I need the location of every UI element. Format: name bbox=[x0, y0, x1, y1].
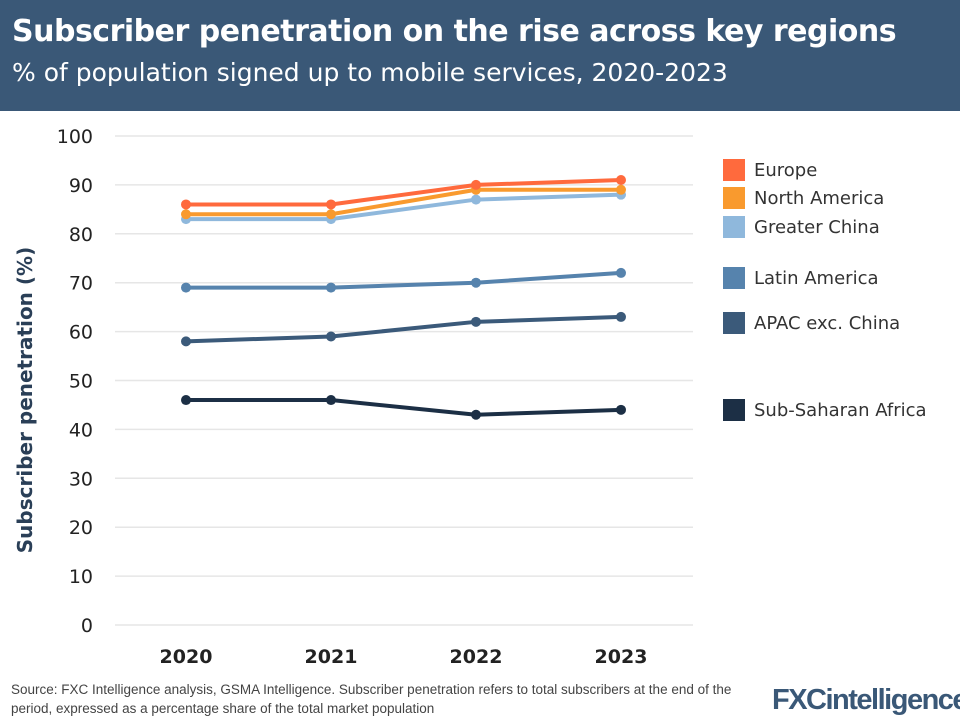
legend-label: APAC exc. China bbox=[754, 312, 901, 334]
y-tick-label: 30 bbox=[69, 468, 93, 490]
series-line bbox=[186, 398, 622, 417]
y-tick-label: 40 bbox=[69, 419, 93, 441]
chart-title: Subscriber penetration on the rise acros… bbox=[12, 14, 897, 49]
data-point bbox=[616, 184, 626, 195]
chart-subtitle: % of population signed up to mobile serv… bbox=[12, 58, 728, 87]
series-line bbox=[185, 314, 622, 344]
data-point bbox=[616, 404, 626, 415]
data-point bbox=[616, 175, 626, 186]
data-point bbox=[471, 179, 481, 190]
legend-item: North America bbox=[723, 187, 884, 209]
data-point bbox=[181, 209, 191, 220]
data-point bbox=[471, 409, 481, 420]
data-point bbox=[326, 395, 336, 406]
y-tick-label: 70 bbox=[69, 273, 93, 295]
series-sub-saharan-africa bbox=[181, 395, 626, 420]
legend-swatch bbox=[723, 159, 745, 181]
fxc-logo: FXCintelligence bbox=[772, 684, 960, 716]
legend-label: North America bbox=[754, 187, 885, 209]
legend-item: Europe bbox=[723, 159, 817, 181]
y-tick-label: 20 bbox=[69, 517, 93, 539]
series-line bbox=[186, 187, 621, 217]
data-point bbox=[471, 194, 481, 205]
header: Subscriber penetration on the rise acros… bbox=[0, 0, 960, 111]
data-point bbox=[616, 311, 626, 322]
x-tick-label: 2023 bbox=[595, 646, 648, 668]
data-point bbox=[181, 199, 191, 210]
y-tick-label: 90 bbox=[69, 175, 93, 197]
legend-swatch bbox=[723, 399, 745, 421]
series-line bbox=[186, 270, 622, 290]
series-europe bbox=[181, 175, 626, 210]
series-latin-america bbox=[181, 267, 626, 293]
data-point bbox=[326, 282, 336, 293]
data-point bbox=[471, 316, 481, 327]
y-tick-label: 60 bbox=[69, 322, 93, 344]
series-apac-exc-china bbox=[181, 311, 626, 347]
x-tick-label: 2020 bbox=[160, 646, 213, 668]
series-line bbox=[186, 178, 622, 207]
data-point bbox=[181, 282, 191, 293]
legend-item: Greater China bbox=[723, 216, 880, 238]
legend-swatch bbox=[723, 187, 745, 209]
legend-label: Latin America bbox=[754, 267, 879, 289]
legend-label: Greater China bbox=[754, 216, 880, 238]
y-axis-label: Subscriber penetration (%) bbox=[13, 247, 37, 553]
legend-label: Sub-Saharan Africa bbox=[754, 399, 927, 421]
legend-item: Latin America bbox=[723, 267, 879, 289]
x-tick-label: 2022 bbox=[450, 646, 503, 668]
legend-swatch bbox=[723, 216, 745, 238]
legend-label: Europe bbox=[754, 159, 818, 181]
data-point bbox=[181, 395, 191, 406]
legend-swatch bbox=[723, 267, 745, 289]
data-point bbox=[616, 267, 626, 278]
legend-item: APAC exc. China bbox=[723, 312, 900, 334]
source-note: Source: FXC Intelligence analysis, GSMA … bbox=[11, 682, 732, 716]
legend-swatch bbox=[723, 312, 745, 334]
data-point bbox=[326, 209, 336, 220]
y-tick-label: 0 bbox=[81, 615, 93, 637]
data-point bbox=[181, 336, 191, 347]
y-tick-label: 10 bbox=[69, 566, 93, 588]
x-tick-label: 2021 bbox=[305, 646, 358, 668]
data-point bbox=[326, 331, 336, 342]
data-point bbox=[326, 199, 336, 210]
data-point bbox=[471, 277, 481, 288]
y-tick-label: 80 bbox=[69, 224, 93, 246]
legend-item: Sub-Saharan Africa bbox=[723, 399, 927, 421]
y-tick-label: 100 bbox=[57, 126, 93, 148]
series-north-america bbox=[181, 184, 626, 220]
series-line bbox=[186, 192, 622, 222]
y-tick-label: 50 bbox=[69, 371, 93, 393]
